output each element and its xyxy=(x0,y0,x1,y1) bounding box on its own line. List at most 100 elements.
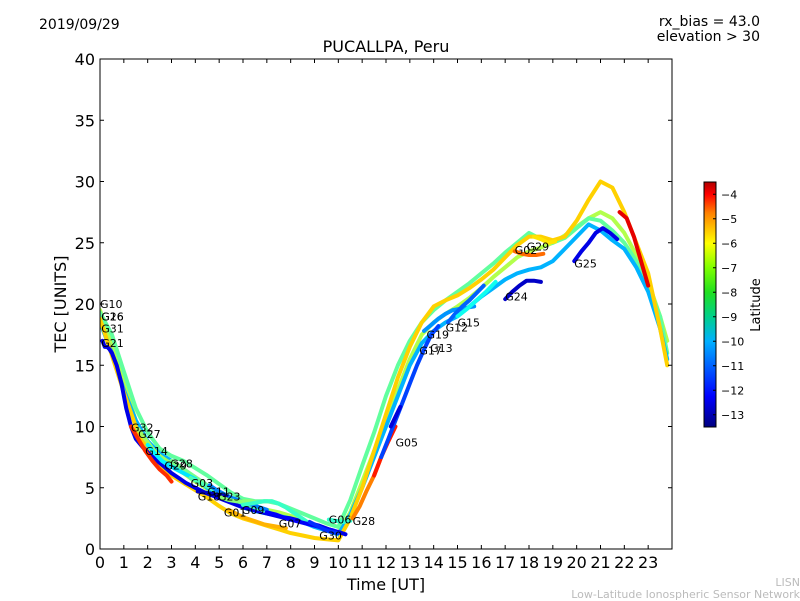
colorbar-tick-label--9: −9 xyxy=(721,311,737,324)
satellite-label-20: G05 xyxy=(396,436,419,449)
y-axis-label: TEC [UNITS] xyxy=(51,256,70,354)
colorbar-tick-label--4: −4 xyxy=(721,188,737,201)
x-tick-label-7: 7 xyxy=(262,553,272,572)
credit-short: LISN xyxy=(775,576,800,589)
satellite-label-2: G26 xyxy=(101,310,124,323)
colorbar-tick-label--7: −7 xyxy=(721,262,737,275)
satellite-label-10: G03 xyxy=(191,477,214,490)
rx-bias-label: rx_bias = 43.0 xyxy=(658,14,760,30)
x-tick-label-18: 18 xyxy=(519,553,539,572)
y-axis: 0 5 10 15 20 25 30 35 40 xyxy=(75,50,672,559)
satellite-label-22: G17 xyxy=(419,345,442,358)
satellite-label-4: G21 xyxy=(101,337,124,350)
satellite-label-19: G28 xyxy=(353,515,376,528)
series-g26 xyxy=(100,179,670,543)
series-g30 xyxy=(307,520,341,536)
satellite-label-28: G29 xyxy=(527,240,550,253)
satellite-label-23: G13 xyxy=(430,342,453,355)
colorbar-tick-label--12: −12 xyxy=(721,384,744,397)
y-tick-label-30: 30 xyxy=(75,173,95,192)
satellite-label-27: G02 xyxy=(515,244,538,257)
satellite-label-6: G27 xyxy=(138,428,161,441)
satellite-label-0: G10 xyxy=(100,298,123,311)
satellite-label-18: G06 xyxy=(329,514,352,527)
colorbar-tick-label--6: −6 xyxy=(721,237,737,250)
x-tick-label-17: 17 xyxy=(495,553,515,572)
x-tick-label-4: 4 xyxy=(190,553,200,572)
y-tick-label-5: 5 xyxy=(85,479,95,498)
series-layer xyxy=(100,179,670,543)
series-g17 xyxy=(379,324,441,460)
y-tick-label-0: 0 xyxy=(85,540,95,559)
y-tick-label-15: 15 xyxy=(75,356,95,375)
x-tick-label-15: 15 xyxy=(447,553,467,572)
series-g01 xyxy=(226,507,288,531)
x-tick-label-22: 22 xyxy=(614,553,634,572)
chart-title: PUCALLPA, Peru xyxy=(322,37,450,56)
satellite-label-5: G32 xyxy=(131,422,154,435)
satellite-label-24: G12 xyxy=(446,321,469,334)
x-axis-label: Time [UT] xyxy=(346,575,425,594)
series-g06 xyxy=(326,517,353,524)
series-g18 xyxy=(195,489,229,499)
satellite-label-layer: G10G16G26G31G21G32G27G14G29G28G03G11G18G… xyxy=(100,240,597,542)
x-tick-label-3: 3 xyxy=(166,553,176,572)
x-tick-label-23: 23 xyxy=(638,553,658,572)
satellite-label-7: G14 xyxy=(145,445,168,458)
x-tick-label-14: 14 xyxy=(423,553,443,572)
x-tick-label-11: 11 xyxy=(352,553,372,572)
satellite-label-25: G15 xyxy=(458,316,481,329)
x-tick-label-21: 21 xyxy=(590,553,610,572)
colorbar-tick-label--13: −13 xyxy=(721,409,744,422)
satellite-label-1: G16 xyxy=(101,310,124,323)
x-tick-label-10: 10 xyxy=(328,553,348,572)
series-g02 xyxy=(512,249,546,257)
series-g32b xyxy=(617,210,651,288)
date-label: 2019/09/29 xyxy=(39,17,120,33)
elevation-label: elevation > 30 xyxy=(656,29,760,45)
colorbar-tick-label--10: −10 xyxy=(721,335,744,348)
satellite-label-17: G30 xyxy=(319,530,342,543)
y-tick-label-10: 10 xyxy=(75,418,95,437)
y-tick-label-25: 25 xyxy=(75,234,95,253)
satellite-label-13: G23 xyxy=(218,490,241,503)
y-tick-label-35: 35 xyxy=(75,111,95,130)
y-tick-label-20: 20 xyxy=(75,295,95,314)
satellite-label-11: G11 xyxy=(207,485,230,498)
satellite-label-21: G19 xyxy=(427,329,450,342)
x-tick-label-0: 0 xyxy=(95,553,105,572)
satellite-label-26: G24 xyxy=(505,291,528,304)
x-tick-label-19: 19 xyxy=(543,553,563,572)
x-tick-label-13: 13 xyxy=(400,553,420,572)
series-g29b xyxy=(531,234,558,245)
satellite-label-16: G07 xyxy=(279,517,302,530)
y-tick-label-40: 40 xyxy=(75,50,95,69)
x-tick-label-20: 20 xyxy=(566,553,586,572)
series-g25 xyxy=(572,226,620,264)
x-tick-label-6: 6 xyxy=(238,553,248,572)
colorbar-tick-label--5: −5 xyxy=(721,213,737,226)
x-tick-label-8: 8 xyxy=(286,553,296,572)
colorbar-tick-label--11: −11 xyxy=(721,360,744,373)
x-tick-label-5: 5 xyxy=(214,553,224,572)
colorbar-label: Latitude xyxy=(749,278,764,332)
series-g13 xyxy=(388,404,403,429)
series-g32 xyxy=(129,424,174,484)
colorbar-tick-label--8: −8 xyxy=(721,286,737,299)
satellite-label-8: G29 xyxy=(164,460,187,473)
series-g15 xyxy=(455,279,498,319)
x-tick-label-1: 1 xyxy=(119,553,129,572)
series-g09 xyxy=(241,499,317,528)
x-axis: 0 1 2 3 4 5 6 7 8 9 10 11 12 13 14 15 16 17 18 19 20 21 22 23 xyxy=(95,59,658,572)
series-g16 xyxy=(100,216,670,529)
x-tick-label-9: 9 xyxy=(309,553,319,572)
satellite-label-15: G09 xyxy=(242,504,265,517)
x-tick-label-2: 2 xyxy=(143,553,153,572)
series-g24 xyxy=(503,278,543,302)
satellite-label-9: G28 xyxy=(170,457,193,470)
x-tick-label-12: 12 xyxy=(376,553,396,572)
satellite-label-14: G01 xyxy=(224,506,247,519)
x-tick-label-16: 16 xyxy=(471,553,491,572)
series-g12 xyxy=(446,283,486,325)
satellite-label-12: G18 xyxy=(198,490,221,503)
